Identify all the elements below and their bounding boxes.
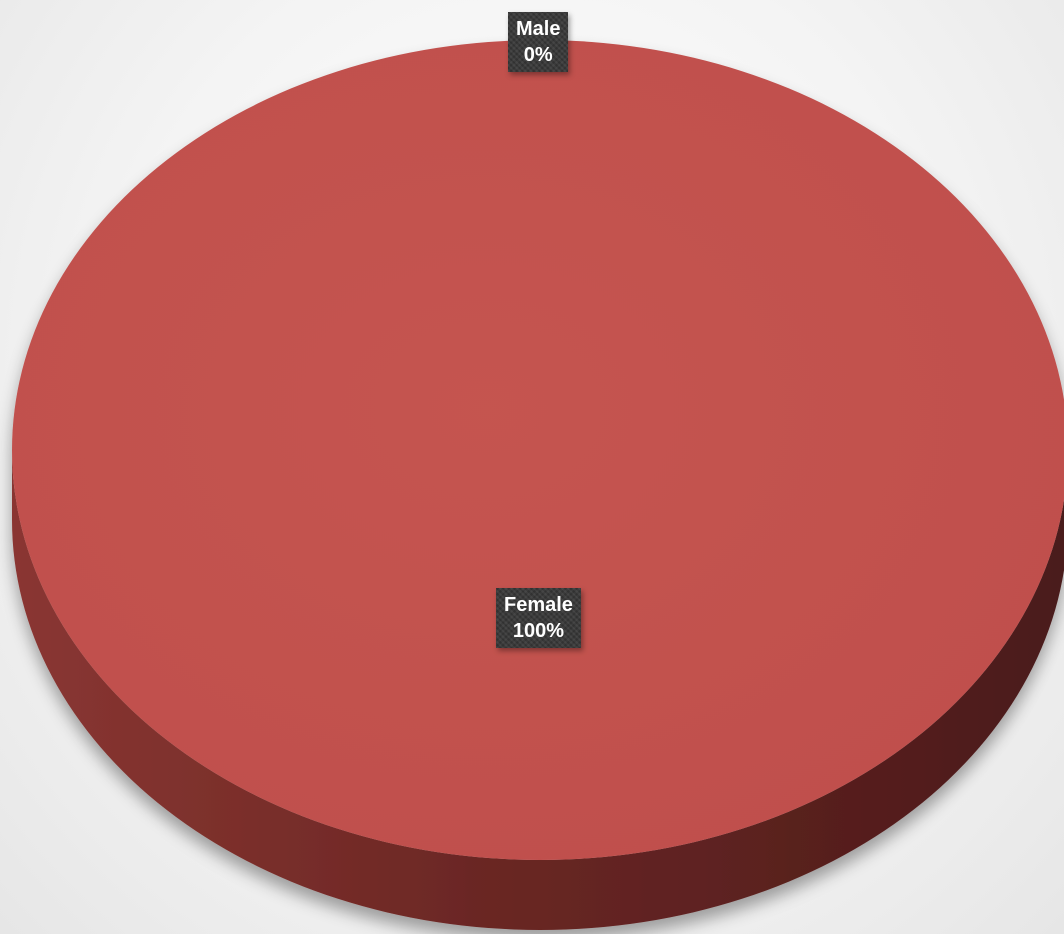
slice-label-male-category: Male bbox=[516, 18, 561, 40]
pie-side bbox=[12, 450, 1064, 930]
pie-slice-female bbox=[12, 40, 1064, 860]
pie-body bbox=[12, 40, 1064, 930]
slice-label-female: Female 100% bbox=[496, 588, 581, 648]
slice-label-female-percent: 100% bbox=[512, 620, 565, 642]
slice-label-female-category: Female bbox=[504, 594, 573, 616]
slice-label-male-percent: 0% bbox=[523, 44, 553, 66]
slice-label-male: Male 0% bbox=[508, 12, 568, 72]
